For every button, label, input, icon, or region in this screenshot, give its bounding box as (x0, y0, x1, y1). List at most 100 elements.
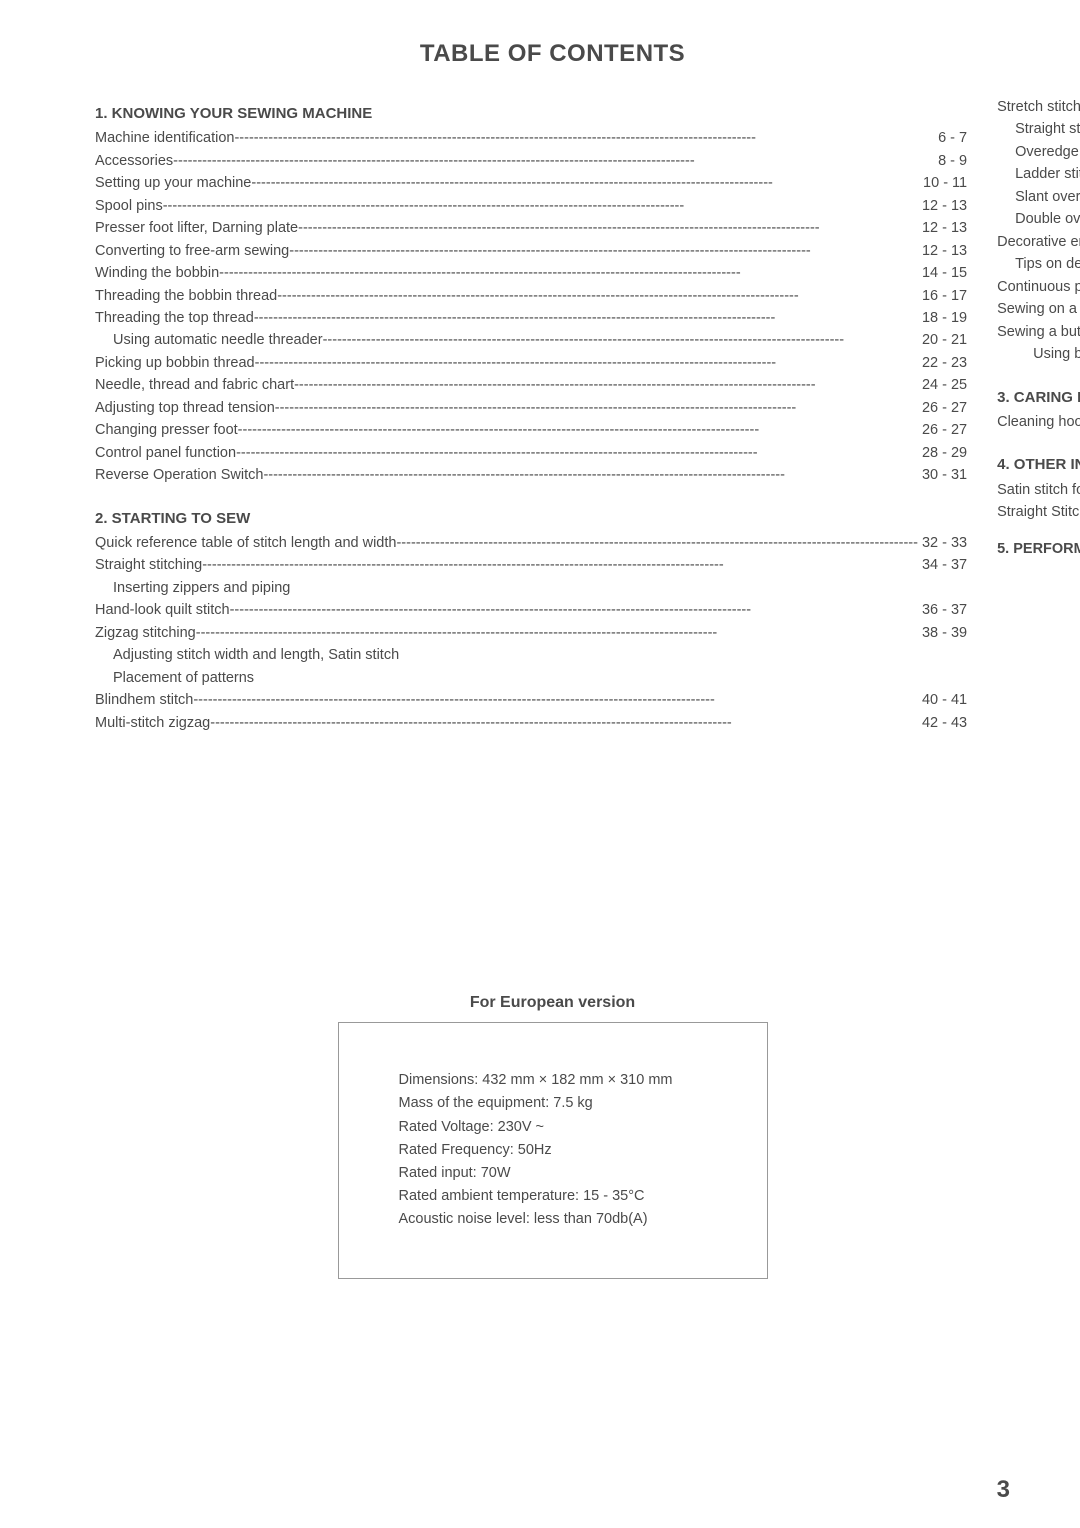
toc-label: Adjusting top thread tension (95, 397, 275, 419)
toc-line: Satin stitch foot, Twin needle, 64 - 65 (997, 479, 1080, 501)
spec-line: Dimensions: 432 mm × 182 mm × 310 mm (399, 1069, 737, 1092)
toc-subline: Ladder stitch, Star stitch, Slant pin st… (997, 163, 1080, 185)
toc-page: 36 - 37 (918, 599, 967, 621)
toc-subline: Using buttonhole foot, Procedure, Corded… (997, 343, 1080, 365)
toc-page: 6 - 7 (934, 127, 967, 149)
toc-line: Spool pins 12 - 13 (95, 195, 967, 217)
page-title: TABLE OF CONTENTS (95, 40, 1010, 68)
toc-line: Threading the bobbin thread 16 - 17 (95, 285, 967, 307)
toc-label: Machine identification (95, 127, 234, 149)
toc-line: Sewing on a button 54 - 55 (997, 298, 1080, 320)
section-4-head: 4. OTHER INFORMATION (997, 453, 1080, 476)
toc-page: 34 - 37 (918, 554, 967, 576)
toc-page: 24 - 25 (918, 374, 967, 396)
toc-line: Control panel function 28 - 29 (95, 442, 967, 464)
toc-line: Hand-look quilt stitch 36 - 37 (95, 599, 967, 621)
leader-dashes (163, 195, 918, 217)
toc-subline: Overedge stitch, Feather stitch, Pin sti… (997, 141, 1080, 163)
toc-label: Quick reference table of stitch length a… (95, 532, 396, 554)
toc-label: Hand-look quilt stitch (95, 599, 230, 621)
section-5-label: 5. PERFORMANCE CHECKLIST (997, 538, 1080, 560)
toc-line: Blindhem stitch 40 - 41 (95, 689, 967, 711)
toc-page: 26 - 27 (918, 397, 967, 419)
spec-line: Rated Frequency: 50Hz (399, 1139, 737, 1162)
european-version-box: Dimensions: 432 mm × 182 mm × 310 mmMass… (338, 1022, 768, 1278)
toc-line: Quick reference table of stitch length a… (95, 532, 967, 554)
toc-line: Using automatic needle threader 20 - 21 (95, 329, 967, 351)
toc-line: Stretch stitches 44 - 51 (997, 96, 1080, 118)
toc-page: 18 - 19 (918, 307, 967, 329)
leader-dashes (396, 532, 918, 554)
toc-subline: Inserting zippers and piping (95, 577, 967, 599)
toc-line: Changing presser foot 26 - 27 (95, 419, 967, 441)
toc-label: Accessories (95, 150, 173, 172)
toc-page: 30 - 31 (918, 464, 967, 486)
toc-label: Satin stitch foot, Twin needle, (997, 479, 1080, 501)
left-column: 1. KNOWING YOUR SEWING MACHINE Machine i… (95, 96, 967, 734)
leader-dashes (238, 419, 918, 441)
toc-label: Spool pins (95, 195, 163, 217)
toc-page: 16 - 17 (918, 285, 967, 307)
toc-subline: Straight Stitch Needle Position (997, 501, 1080, 523)
spec-line: Mass of the equipment: 7.5 kg (399, 1092, 737, 1115)
toc-page: 38 - 39 (918, 622, 967, 644)
toc-line: Multi-stitch zigzag 42 - 43 (95, 712, 967, 734)
toc-page: 10 - 11 (919, 172, 967, 194)
right-lead-list: Stretch stitches 44 - 51Straight stretch… (997, 96, 1080, 366)
toc-page: 12 - 13 (918, 195, 967, 217)
leader-dashes (236, 442, 918, 464)
toc-label: Sewing a buttonhole (997, 321, 1080, 343)
toc-line: Threading the top thread 18 - 19 (95, 307, 967, 329)
toc-page: 8 - 9 (934, 150, 967, 172)
toc-label: Presser foot lifter, Darning plate (95, 217, 298, 239)
toc-columns: 1. KNOWING YOUR SEWING MACHINE Machine i… (95, 96, 1010, 734)
toc-line: Needle, thread and fabric chart 24 - 25 (95, 374, 967, 396)
leader-dashes (254, 307, 918, 329)
spec-line: Acoustic noise level: less than 70db(A) (399, 1208, 737, 1231)
toc-page: 42 - 43 (918, 712, 967, 734)
leader-dashes (323, 329, 918, 351)
page-number: 3 (997, 1476, 1010, 1504)
leader-dashes (251, 172, 919, 194)
toc-label: Threading the top thread (95, 307, 254, 329)
leader-dashes (277, 285, 918, 307)
toc-label: Reverse Operation Switch (95, 464, 263, 486)
toc-page: 28 - 29 (918, 442, 967, 464)
toc-label: Zigzag stitching (95, 622, 196, 644)
toc-line: Adjusting top thread tension 26 - 27 (95, 397, 967, 419)
leader-dashes (173, 150, 934, 172)
toc-line: Decorative embroidery designs 52 - 53 (997, 231, 1080, 253)
toc-line: Sewing a buttonhole 56 - 61 (997, 321, 1080, 343)
section-4-list: Satin stitch foot, Twin needle, 64 - 65S… (997, 479, 1080, 524)
toc-page: 14 - 15 (918, 262, 967, 284)
toc-subline: Adjusting stitch width and length, Satin… (95, 644, 967, 666)
section-2-head: 2. STARTING TO SEW (95, 507, 967, 530)
toc-label: Blindhem stitch (95, 689, 193, 711)
toc-label: Straight stitching (95, 554, 202, 576)
section-5-line: 5. PERFORMANCE CHECKLIST 66 - 67 (997, 538, 1080, 560)
toc-page: 12 - 13 (918, 240, 967, 262)
spec-line: Rated input: 70W (399, 1162, 737, 1185)
toc-subline: Straight stretch stitch, Ric-rac stitch,… (997, 118, 1080, 140)
section-3-head: 3. CARING FOR YOUR MACHINE (997, 386, 1080, 409)
toc-subline: Slant overedge stitch, Greek key stitch,… (997, 186, 1080, 208)
leader-dashes (294, 374, 918, 396)
toc-page: 32 - 33 (918, 532, 967, 554)
leader-dashes (289, 240, 918, 262)
toc-line: Cleaning hook area and feed dogs 61 - 63 (997, 411, 1080, 433)
toc-label: Needle, thread and fabric chart (95, 374, 294, 396)
toc-label: Converting to free-arm sewing (95, 240, 289, 262)
toc-label: Decorative embroidery designs (997, 231, 1080, 253)
toc-line: Zigzag stitching 38 - 39 (95, 622, 967, 644)
toc-line: Accessories 8 - 9 (95, 150, 967, 172)
toc-label: Stretch stitches (997, 96, 1080, 118)
toc-line: Picking up bobbin thread 22 - 23 (95, 352, 967, 374)
leader-dashes (234, 127, 934, 149)
right-column: Stretch stitches 44 - 51Straight stretch… (997, 96, 1080, 734)
toc-label: Cleaning hook area and feed dogs (997, 411, 1080, 433)
toc-label: Threading the bobbin thread (95, 285, 277, 307)
toc-line: Presser foot lifter, Darning plate 12 - … (95, 217, 967, 239)
leader-dashes (196, 622, 918, 644)
spec-line: Rated ambient temperature: 15 - 35°C (399, 1185, 737, 1208)
toc-line: Winding the bobbin 14 - 15 (95, 262, 967, 284)
